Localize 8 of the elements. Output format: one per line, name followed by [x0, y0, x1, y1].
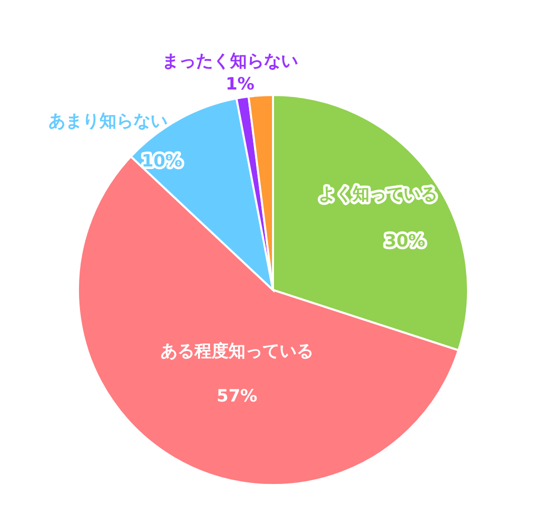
slice-label: ある程度知っている	[160, 342, 314, 362]
data-label: 57%	[216, 386, 258, 407]
slice-label: あまり知らない	[48, 112, 168, 132]
data-label: 10%	[142, 152, 182, 172]
slice-label: よく知っている	[318, 184, 438, 205]
slice-label: まったく知らない	[162, 52, 298, 72]
data-label: 1%	[226, 74, 254, 95]
data-label: 30%	[384, 232, 426, 252]
